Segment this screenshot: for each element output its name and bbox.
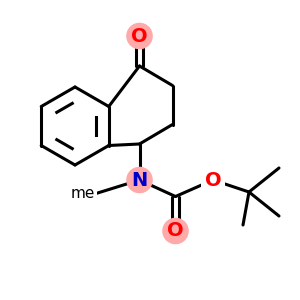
- Text: O: O: [205, 170, 221, 190]
- Circle shape: [127, 167, 152, 193]
- Circle shape: [163, 218, 188, 244]
- Text: O: O: [167, 221, 184, 241]
- Text: N: N: [131, 170, 148, 190]
- Text: me: me: [70, 186, 94, 201]
- Text: O: O: [131, 26, 148, 46]
- Circle shape: [127, 23, 152, 49]
